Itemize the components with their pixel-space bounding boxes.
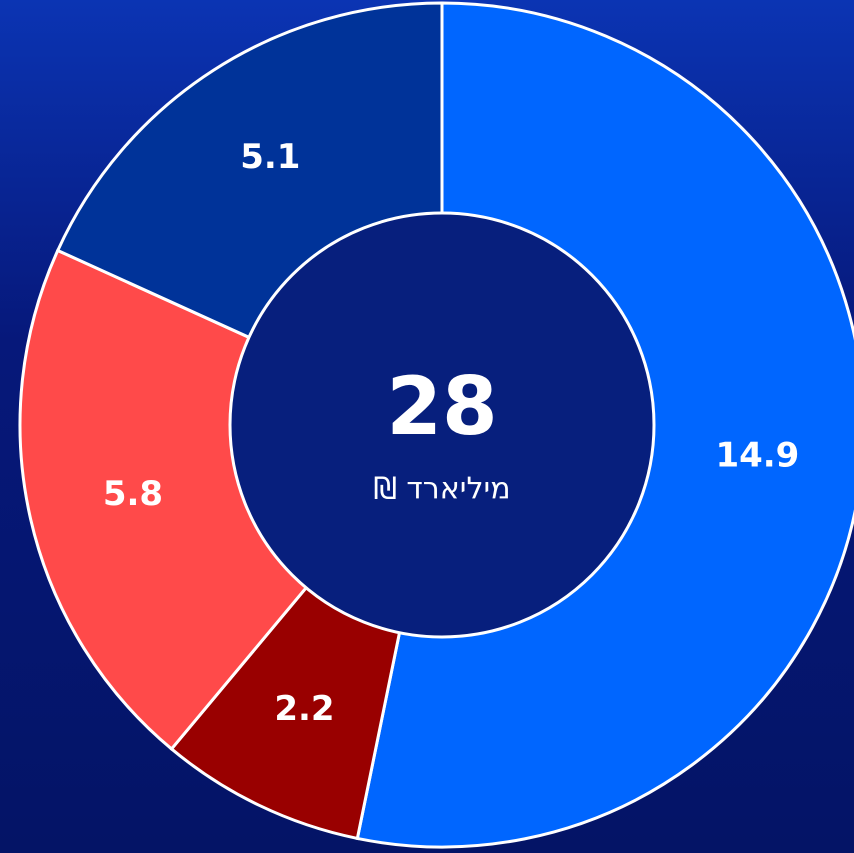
slice-label: 5.8 <box>103 474 163 514</box>
slice <box>18 248 445 752</box>
center-value: 28 <box>386 360 497 453</box>
center-label: מיליארד ₪ <box>373 472 510 507</box>
center-circle <box>228 211 656 639</box>
slice-label: 5.1 <box>240 137 300 177</box>
slice-label: 2.2 <box>274 689 334 729</box>
slice-label: 14.9 <box>715 435 799 475</box>
